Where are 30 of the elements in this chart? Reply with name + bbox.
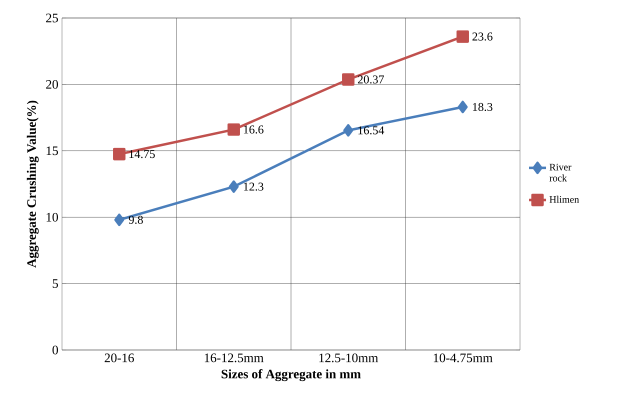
data-label: 20.37 — [358, 75, 384, 84]
x-tick-label: 10-4.75mm — [434, 354, 493, 362]
x-tick-label: 16-12.5mm — [204, 354, 264, 362]
data-label: 18.3 — [472, 102, 492, 112]
y-tick-label: 25 — [46, 14, 58, 22]
legend-label: Hlimen — [550, 196, 579, 203]
data-label: 23.6 — [472, 32, 492, 41]
point — [228, 123, 240, 136]
point — [343, 124, 354, 137]
data-label: 14.75 — [129, 150, 155, 158]
data-label: 12.3 — [244, 182, 264, 191]
point — [114, 214, 124, 226]
point — [113, 148, 126, 160]
data-label: 16.6 — [244, 126, 264, 134]
legend-label: River rock — [549, 164, 572, 182]
point — [228, 180, 239, 193]
point — [342, 73, 354, 86]
point — [458, 100, 468, 114]
x-tick-label: 20-16 — [104, 354, 134, 362]
x-tick-label: 12.5-10mm — [319, 354, 378, 362]
y-tick-label: 0 — [52, 346, 58, 354]
data-label: 16.54 — [358, 126, 384, 134]
y-tick-label: 10 — [46, 212, 58, 222]
x-axis-title: Sizes of Aggregate in mm — [222, 369, 361, 382]
y-tick-label: 15 — [46, 146, 58, 156]
y-axis-title: Aggregate Crushing Value(%) — [26, 100, 39, 268]
y-tick-label: 5 — [52, 279, 58, 288]
y-tick-label: 20 — [46, 80, 58, 89]
point — [456, 30, 469, 43]
data-label: 9.8 — [128, 216, 143, 224]
